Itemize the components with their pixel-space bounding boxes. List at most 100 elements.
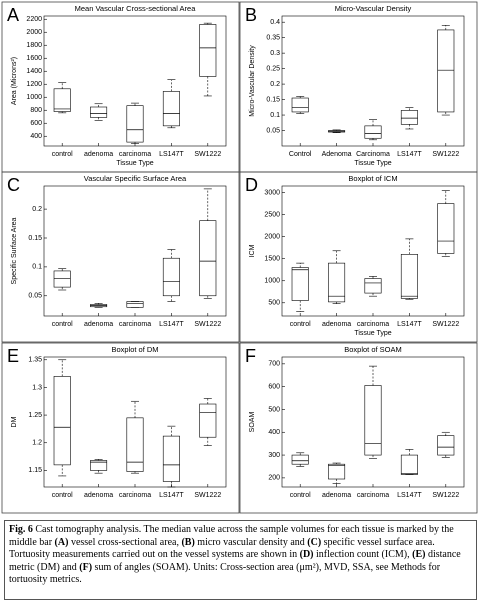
y-tick-label: 2000 xyxy=(26,29,42,36)
y-tick-label: 1500 xyxy=(264,256,280,263)
x-tick-label: LS147T xyxy=(397,492,422,499)
y-tick-label: 0.05 xyxy=(28,293,42,300)
x-tick-label: adenoma xyxy=(84,321,113,328)
y-tick-label: 0.3 xyxy=(270,50,280,57)
box xyxy=(162,257,180,297)
chart-title: Vascular Specific Surface Area xyxy=(84,174,187,183)
box xyxy=(126,105,144,143)
box xyxy=(400,454,418,475)
y-axis-label: Specific Surface Area xyxy=(11,217,18,284)
y-tick-label: 300 xyxy=(268,452,280,459)
plot-frame xyxy=(281,356,465,488)
x-tick-label: SW1222 xyxy=(194,321,221,328)
x-tick-label: SW1222 xyxy=(194,151,221,158)
box xyxy=(400,110,418,125)
x-tick-label: SW1222 xyxy=(432,151,459,158)
x-tick-label: SW1222 xyxy=(194,492,221,499)
y-tick-label: 0.25 xyxy=(266,65,280,72)
box xyxy=(364,385,382,456)
box xyxy=(126,301,144,308)
x-tick-label: Adenoma xyxy=(322,151,352,158)
box xyxy=(162,435,180,482)
x-tick-label: SW1222 xyxy=(432,492,459,499)
caption-bold: (D) xyxy=(299,549,314,560)
x-tick-label: LS147T xyxy=(159,492,184,499)
chart-grid: A Mean Vascular Cross-sectional Area Area … xyxy=(1,1,478,514)
panel-border xyxy=(1,342,240,514)
x-tick-label: carcinoma xyxy=(119,492,151,499)
caption-bold: (C) xyxy=(307,536,322,548)
caption-text: distance metric (DM) and xyxy=(9,549,461,573)
panel-border xyxy=(239,342,478,514)
y-axis-label: DM xyxy=(11,416,18,427)
chart-title: Boxplot of SOAM xyxy=(344,345,402,354)
x-tick-label: LS147T xyxy=(159,321,184,328)
panel-label: B xyxy=(245,5,257,25)
caption-bold: (A) xyxy=(54,536,69,548)
y-tick-label: 1.35 xyxy=(28,357,42,364)
x-tick-label: adenoma xyxy=(84,492,113,499)
y-tick-label: 2500 xyxy=(264,211,280,218)
y-tick-label: 400 xyxy=(268,429,280,436)
y-tick-label: 200 xyxy=(268,475,280,482)
y-tick-label: 800 xyxy=(30,107,42,114)
y-tick-label: 0.1 xyxy=(270,112,280,119)
y-tick-label: 500 xyxy=(268,406,280,413)
panel-label: A xyxy=(7,5,19,25)
x-tick-label: control xyxy=(52,321,73,328)
box xyxy=(53,88,71,112)
box xyxy=(437,203,455,254)
y-tick-label: 0.15 xyxy=(266,96,280,103)
box xyxy=(53,270,71,288)
plot-frame xyxy=(281,185,465,317)
y-axis-label: Area (Microns²) xyxy=(11,57,18,105)
box xyxy=(364,125,382,139)
y-tick-label: 0.2 xyxy=(32,206,42,213)
y-tick-label: 1000 xyxy=(26,94,42,101)
box xyxy=(364,278,382,294)
caption-bold: (B) xyxy=(181,536,195,548)
caption-text: micro vascular density and xyxy=(194,536,308,548)
x-tick-label: adenoma xyxy=(322,321,351,328)
x-tick-label: control xyxy=(290,321,311,328)
chart-title: Boxplot of DM xyxy=(111,345,158,354)
x-tick-label: LS147T xyxy=(397,321,422,328)
y-tick-label: 0.05 xyxy=(266,127,280,134)
y-tick-label: 600 xyxy=(30,120,42,127)
x-axis-label: Tissue Type xyxy=(116,160,153,167)
y-tick-label: 2000 xyxy=(264,234,280,241)
y-tick-label: 600 xyxy=(268,383,280,390)
x-tick-label: carcinoma xyxy=(119,321,151,328)
caption: Fig. 6 Cast tomography analysis. The med… xyxy=(4,520,477,600)
x-tick-label: SW1222 xyxy=(432,321,459,328)
y-axis-label: Micro-Vascular Density xyxy=(249,45,256,117)
panel-border xyxy=(1,171,240,343)
x-tick-label: control xyxy=(52,492,73,499)
y-tick-label: 400 xyxy=(30,133,42,140)
y-tick-label: 1.3 xyxy=(32,384,42,391)
caption-text: vessel cross-sectional area, xyxy=(68,536,182,548)
x-tick-label: adenoma xyxy=(322,492,351,499)
y-tick-label: 2200 xyxy=(26,16,42,23)
y-tick-label: 1800 xyxy=(26,42,42,49)
box xyxy=(437,435,455,456)
panel-label: D xyxy=(245,175,258,195)
x-tick-label: LS147T xyxy=(159,151,184,158)
caption-text: specific vessel surface area. Tortuosity… xyxy=(9,536,435,561)
x-tick-label: LS147T xyxy=(397,151,422,158)
x-tick-label: Control xyxy=(289,151,312,158)
plot-frame xyxy=(281,15,465,147)
y-tick-label: 3000 xyxy=(264,189,280,196)
x-tick-label: control xyxy=(290,492,311,499)
box xyxy=(199,220,217,297)
y-tick-label: 0.1 xyxy=(32,264,42,271)
box xyxy=(328,262,346,303)
box xyxy=(400,254,418,299)
y-tick-label: 0.2 xyxy=(270,81,280,88)
x-axis-label: Tissue Type xyxy=(354,330,391,337)
y-tick-label: 1000 xyxy=(264,278,280,285)
y-tick-label: 1600 xyxy=(26,55,42,62)
y-tick-label: 700 xyxy=(268,361,280,368)
caption-bold: (F) xyxy=(79,561,93,573)
